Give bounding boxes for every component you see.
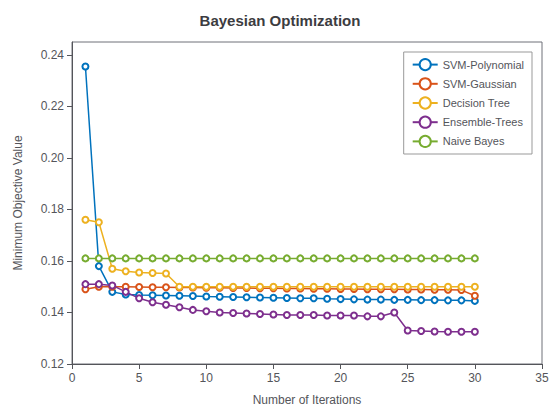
svg-text:25: 25 <box>401 371 415 385</box>
svg-text:Ensemble-Trees: Ensemble-Trees <box>443 116 524 128</box>
svg-text:35: 35 <box>535 371 549 385</box>
svg-text:30: 30 <box>468 371 482 385</box>
svg-text:SVM-Gaussian: SVM-Gaussian <box>443 78 517 90</box>
svg-text:0.16: 0.16 <box>41 254 65 268</box>
svg-text:Bayesian Optimization: Bayesian Optimization <box>200 12 361 29</box>
svg-text:0.14: 0.14 <box>41 305 65 319</box>
svg-text:0.18: 0.18 <box>41 202 65 216</box>
svg-text:20: 20 <box>334 371 348 385</box>
svg-text:0.20: 0.20 <box>41 151 65 165</box>
svg-text:SVM-Polynomial: SVM-Polynomial <box>443 59 524 71</box>
svg-text:0.24: 0.24 <box>41 48 65 62</box>
svg-text:0: 0 <box>69 371 76 385</box>
svg-text:10: 10 <box>200 371 214 385</box>
svg-text:5: 5 <box>136 371 143 385</box>
svg-text:0.12: 0.12 <box>41 357 65 371</box>
svg-text:Decision Tree: Decision Tree <box>443 97 510 109</box>
svg-text:Minimum Objective Value: Minimum Objective Value <box>11 135 25 270</box>
svg-text:15: 15 <box>267 371 281 385</box>
svg-text:Number of Iterations: Number of Iterations <box>253 393 362 407</box>
svg-text:Naive Bayes: Naive Bayes <box>443 135 505 147</box>
svg-text:0.22: 0.22 <box>41 99 65 113</box>
